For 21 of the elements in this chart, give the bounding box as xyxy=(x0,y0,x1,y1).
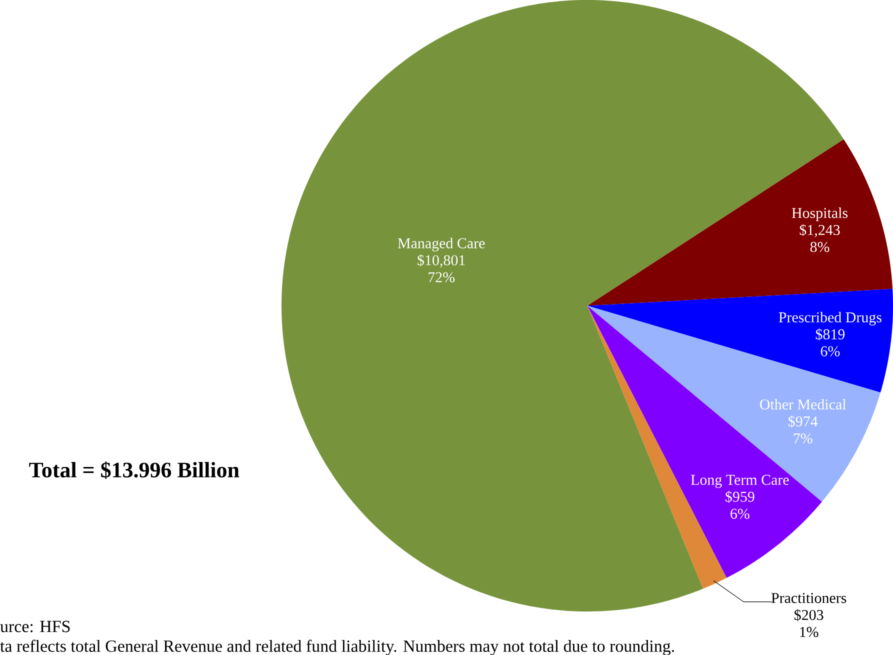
slice-label: Hospitals xyxy=(792,207,848,221)
data-label: $819 xyxy=(816,328,845,340)
data-label: $959 xyxy=(726,490,754,503)
data-label: $974 xyxy=(788,415,818,428)
slice-label: Long Term Care xyxy=(690,474,789,488)
slice-label: Practitioners xyxy=(771,592,846,603)
data-label: $10,801 xyxy=(418,254,465,268)
slice-label: Other Medical xyxy=(760,398,846,410)
text: urce: HFS xyxy=(0,620,70,632)
slice-label: Managed Care xyxy=(398,238,485,252)
data-label: $1,243 xyxy=(800,224,840,238)
text: ta reflects total General Revenue and related fund liability. Numbers may not total due to rounding. xyxy=(0,640,674,655)
slice-label: Prescribed Drugs xyxy=(778,312,882,326)
text: 7% xyxy=(794,433,812,444)
text: Total = $13.996 Billion xyxy=(29,461,240,479)
text: 6% xyxy=(820,346,840,356)
data-label: $203 xyxy=(794,608,824,621)
text: 72% xyxy=(428,272,455,282)
text: 8% xyxy=(810,242,830,252)
text: 6% xyxy=(730,508,750,519)
text: 1% xyxy=(800,626,818,637)
